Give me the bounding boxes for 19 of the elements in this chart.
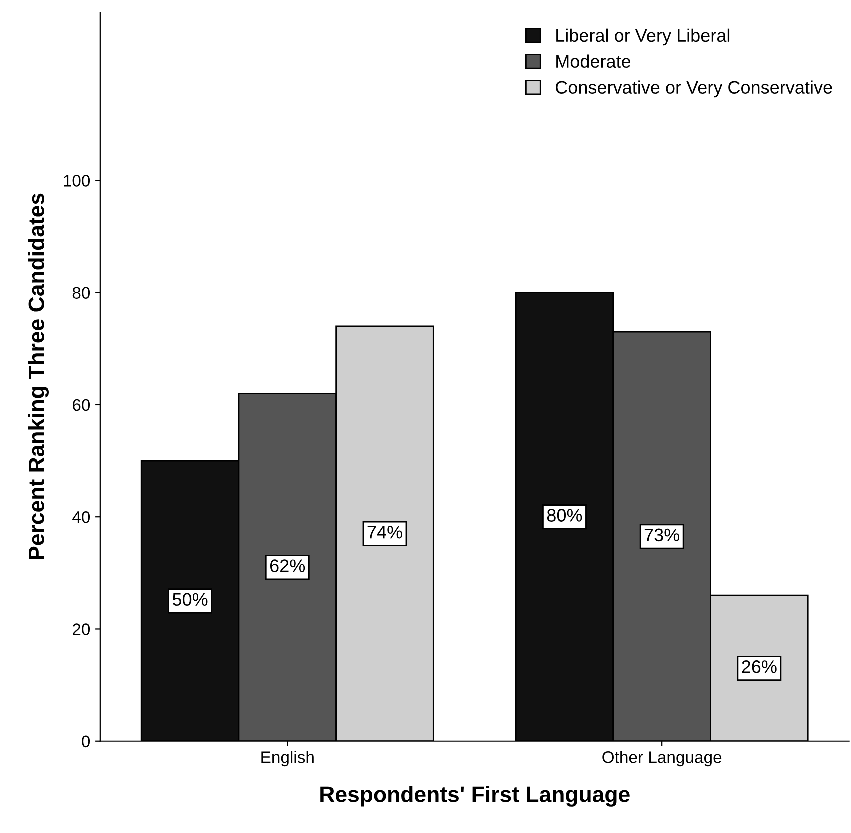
- y-tick-label: 40: [72, 512, 90, 524]
- legend-label: Moderate: [556, 54, 631, 68]
- legend-label: Conservative or Very Conservative: [556, 80, 832, 98]
- y-axis-title: Percent Ranking Three Candidates: [28, 194, 49, 560]
- y-tick-label: 0: [82, 736, 90, 748]
- data-label: 62%: [270, 560, 306, 572]
- data-label: 80%: [547, 509, 582, 522]
- x-axis-title: Respondents' First Language: [320, 786, 630, 807]
- y-tick-label: 60: [73, 399, 90, 412]
- x-tick-label: Other Language: [602, 751, 722, 767]
- legend-label: Liberal or Very Liberal: [556, 28, 730, 46]
- x-tick-label: English: [262, 751, 314, 767]
- y-tick-label: 100: [64, 175, 90, 187]
- data-label: 73%: [644, 528, 680, 542]
- data-label: 50%: [172, 593, 208, 606]
- data-label: 26%: [742, 660, 777, 674]
- data-label: 74%: [368, 526, 402, 539]
- y-tick-label: 20: [73, 624, 90, 636]
- y-tick-label: 80: [72, 287, 90, 300]
